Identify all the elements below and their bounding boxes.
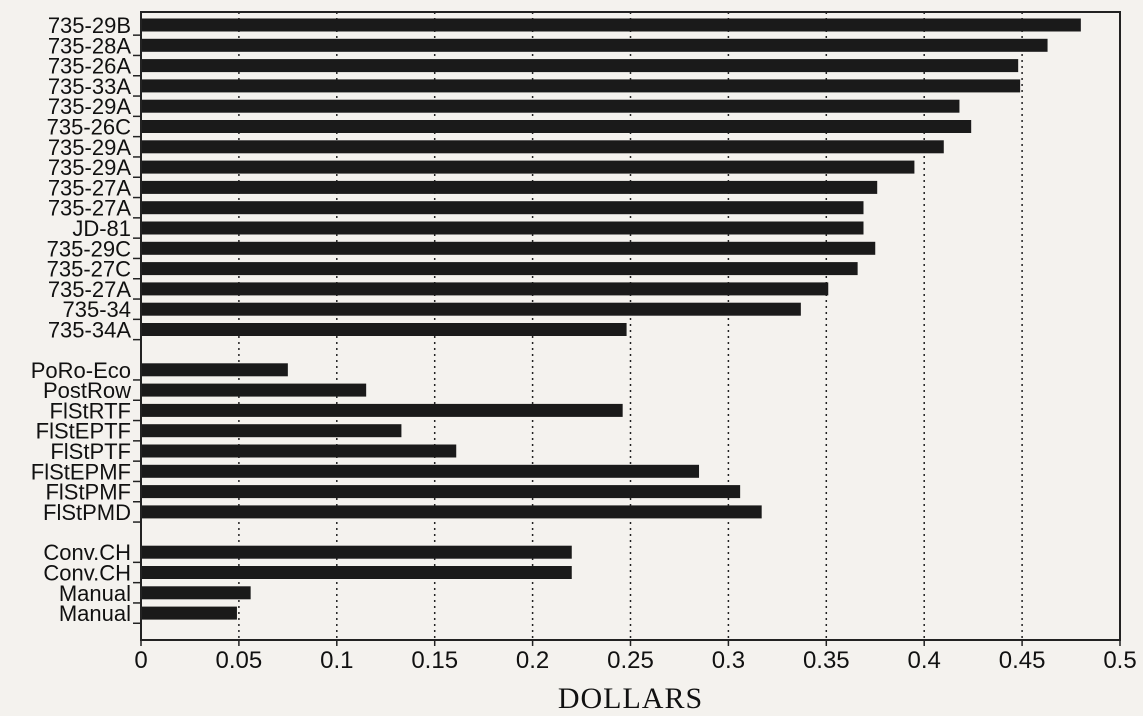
x-tick-label: 0.25 — [607, 647, 654, 674]
bar — [142, 99, 960, 113]
category-label: 735-29B — [48, 13, 131, 38]
bar — [142, 18, 1081, 32]
bar — [142, 586, 251, 600]
bar — [142, 323, 627, 336]
category-label: 735-27C — [47, 257, 132, 282]
category-label: FlStPMD — [43, 500, 131, 525]
category-labels: 735-29B735-28A735-26A735-33A735-29A735-2… — [31, 13, 132, 626]
y-ticks — [133, 34, 141, 624]
x-tick-label: 0.05 — [216, 647, 263, 674]
bar — [142, 606, 237, 620]
bar — [142, 444, 457, 458]
category-label: Manual — [59, 581, 131, 606]
bar — [142, 464, 700, 478]
bar — [142, 221, 864, 235]
bar — [142, 302, 801, 316]
bar — [142, 545, 572, 559]
bar — [142, 282, 829, 296]
category-label: 735-29A — [48, 155, 132, 180]
bar — [142, 241, 876, 255]
bar — [142, 59, 1019, 73]
bar — [142, 38, 1048, 52]
x-tick-label: 0.4 — [908, 647, 941, 674]
category-label: FlStEPTF — [36, 419, 131, 444]
bar — [142, 160, 915, 174]
category-label: JD-81 — [72, 216, 131, 241]
bar — [142, 383, 367, 397]
bar — [142, 140, 944, 154]
category-label: Conv.CH — [43, 561, 131, 586]
category-label: Manual — [59, 601, 131, 626]
category-label: FlStRTF — [50, 398, 131, 423]
bar — [142, 79, 1021, 93]
x-tick-label: 0.35 — [803, 647, 850, 674]
category-label: 735-29C — [47, 236, 132, 261]
bar — [142, 201, 864, 215]
category-label: FlStEPMF — [31, 459, 131, 484]
bar — [142, 485, 741, 499]
bar — [142, 403, 623, 417]
category-label: 735-27A — [48, 175, 132, 200]
category-label: 735-29A — [48, 94, 132, 119]
category-label: 735-28A — [48, 33, 132, 58]
x-tick-labels: 0 0.05 0.1 0.15 0.2 0.25 0.3 0.35 0.4 0.45 0.5 — [134, 647, 1136, 674]
plot-frame — [140, 11, 1121, 641]
x-tick-label: 0.5 — [1103, 647, 1136, 674]
bars — [142, 18, 1081, 620]
x-tick-label: 0.2 — [516, 647, 549, 674]
x-axis-title: DOLLARS — [558, 682, 703, 715]
bar — [142, 262, 858, 276]
category-label: 735-27A — [48, 277, 132, 302]
bar — [142, 180, 878, 194]
category-label: FlStPTF — [50, 439, 131, 464]
category-label: 735-26C — [47, 115, 132, 140]
category-label: PoRo-Eco — [31, 358, 131, 383]
category-label: 735-33A — [48, 74, 132, 99]
category-label: 735-26A — [48, 54, 132, 79]
category-label: 735-29A — [48, 135, 132, 160]
category-label: 735-27A — [48, 196, 132, 221]
category-label: FlStPMF — [45, 480, 131, 505]
x-tick-label: 0.3 — [712, 647, 745, 674]
bar — [142, 424, 402, 438]
category-label: Conv.CH — [43, 540, 131, 565]
bar — [142, 505, 762, 519]
x-tick-label: 0 — [134, 647, 147, 674]
category-label: 735-34A — [48, 318, 132, 343]
bar — [142, 120, 972, 133]
category-label: PostRow — [43, 378, 131, 403]
bar — [142, 566, 572, 579]
x-tick-label: 0.1 — [320, 647, 353, 674]
bar — [142, 363, 288, 377]
x-tick-label: 0.15 — [411, 647, 458, 674]
x-tick-label: 0.45 — [999, 647, 1046, 674]
category-label: 735-34 — [62, 297, 131, 322]
